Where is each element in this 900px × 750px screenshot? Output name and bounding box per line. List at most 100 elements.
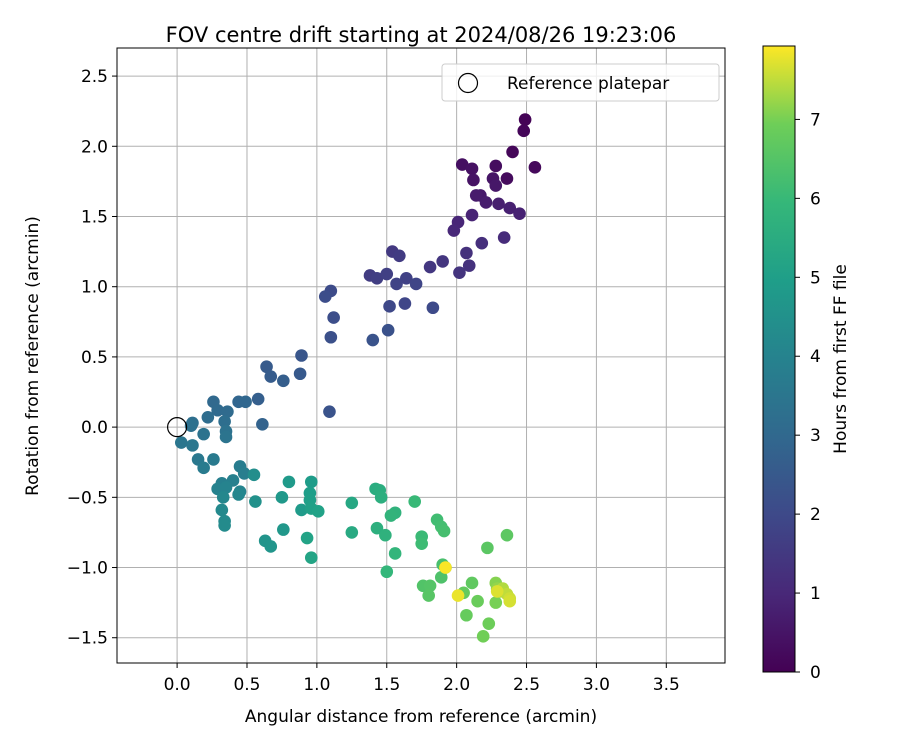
data-point: [232, 488, 245, 501]
data-point: [423, 579, 437, 593]
data-point: [513, 207, 526, 220]
data-point: [434, 571, 448, 584]
data-point: [475, 236, 489, 250]
data-point: [304, 551, 318, 564]
data-point: [453, 266, 466, 279]
legend: Reference platepar: [441, 63, 720, 102]
data-point: [282, 475, 296, 489]
data-point: [249, 495, 262, 508]
colorbar-tick-label: 7: [810, 110, 821, 130]
data-point: [503, 594, 517, 608]
data-point: [393, 249, 406, 263]
data-point: [379, 528, 392, 542]
data-point: [277, 374, 290, 388]
y-axis-ticks: −1.5 −1.0 −0.5 0.0 0.5 1.0 1.5 2.0 2.5: [67, 67, 117, 649]
data-point: [398, 297, 412, 310]
y-axis-label: Rotation from reference (arcmin): [23, 216, 43, 496]
colorbar-tick-label: 4: [810, 347, 821, 367]
data-point: [201, 410, 215, 424]
y-tick-label: 2.5: [81, 67, 108, 87]
data-point: [251, 392, 265, 406]
data-point: [345, 526, 359, 539]
data-point: [447, 224, 461, 237]
legend-box: [441, 63, 720, 102]
data-point: [237, 467, 251, 480]
data-point: [528, 161, 542, 174]
data-point: [345, 496, 359, 510]
data-point: [197, 427, 210, 441]
colorbar-tick-label: 2: [810, 505, 821, 525]
data-point: [489, 596, 503, 609]
data-point: [380, 267, 394, 281]
data-point: [460, 246, 473, 260]
colorbar-label: Hours from first FF file: [831, 264, 851, 454]
data-point: [304, 475, 318, 489]
data-point: [370, 521, 384, 535]
data-point: [216, 491, 230, 504]
data-point: [518, 113, 532, 126]
data-point: [323, 405, 336, 418]
data-point: [197, 461, 210, 475]
data-point: [383, 300, 396, 313]
reference-point-marker: [167, 417, 188, 438]
data-point: [497, 231, 511, 244]
colorbar-tick-label: 3: [810, 426, 821, 446]
x-axis-label: Angular distance from reference (arcmin): [245, 707, 597, 727]
data-point: [218, 519, 231, 532]
y-tick-label: 0.0: [81, 418, 108, 438]
data-point: [439, 561, 452, 574]
y-tick-label: −0.5: [67, 488, 108, 508]
data-point: [409, 277, 423, 291]
data-point: [247, 468, 261, 482]
data-point: [211, 403, 224, 417]
x-tick-label: 0.0: [164, 675, 191, 695]
data-point: [489, 179, 503, 192]
data-point: [260, 360, 273, 374]
data-point: [174, 436, 188, 449]
data-point: [462, 259, 476, 272]
x-tick-label: 2.5: [513, 675, 540, 695]
x-axis-ticks: 0.0 0.5 1.0 1.5 2.0 2.5 3.0 3.5: [164, 663, 680, 695]
data-point: [388, 547, 402, 560]
colorbar-tick-label: 1: [810, 584, 821, 604]
data-point: [460, 608, 473, 622]
y-tick-label: 2.0: [81, 137, 108, 157]
x-tick-label: 0.5: [233, 675, 260, 695]
data-point: [423, 260, 437, 274]
colorbar-tick-label: 5: [810, 268, 821, 288]
colorbar-tick-label: 0: [810, 663, 821, 683]
data-point: [324, 330, 338, 344]
colorbar-gradient: [762, 45, 796, 673]
data-point: [465, 576, 479, 590]
data-point: [467, 173, 480, 187]
data-point: [408, 495, 422, 508]
data-point: [295, 503, 308, 517]
y-tick-label: 0.5: [81, 348, 108, 368]
data-point: [415, 537, 428, 550]
legend-reference-marker: [457, 72, 479, 94]
data-point: [311, 505, 325, 518]
data-point: [256, 418, 269, 431]
data-point: [437, 524, 451, 538]
data-point: [327, 311, 340, 324]
x-tick-label: 2.0: [443, 675, 470, 695]
colorbar: 0 1 2 3 4 5 6 7 Hours from first FF file: [762, 45, 851, 683]
data-point: [207, 453, 220, 466]
data-point: [370, 271, 384, 285]
data-point: [476, 630, 490, 643]
y-tick-label: 1.0: [81, 278, 108, 298]
data-point: [390, 277, 403, 291]
data-point: [517, 124, 531, 138]
data-point: [275, 491, 289, 504]
y-tick-label: −1.5: [67, 629, 108, 649]
data-point: [465, 208, 479, 222]
data-point: [471, 594, 484, 608]
data-point: [482, 617, 496, 630]
colorbar-ticks: 0 1 2 3 4 5 6 7: [795, 110, 821, 683]
data-point: [489, 159, 503, 173]
data-point: [219, 430, 233, 444]
data-point: [492, 197, 505, 211]
data-point: [465, 162, 479, 176]
data-point: [479, 196, 493, 209]
data-point: [295, 349, 308, 362]
